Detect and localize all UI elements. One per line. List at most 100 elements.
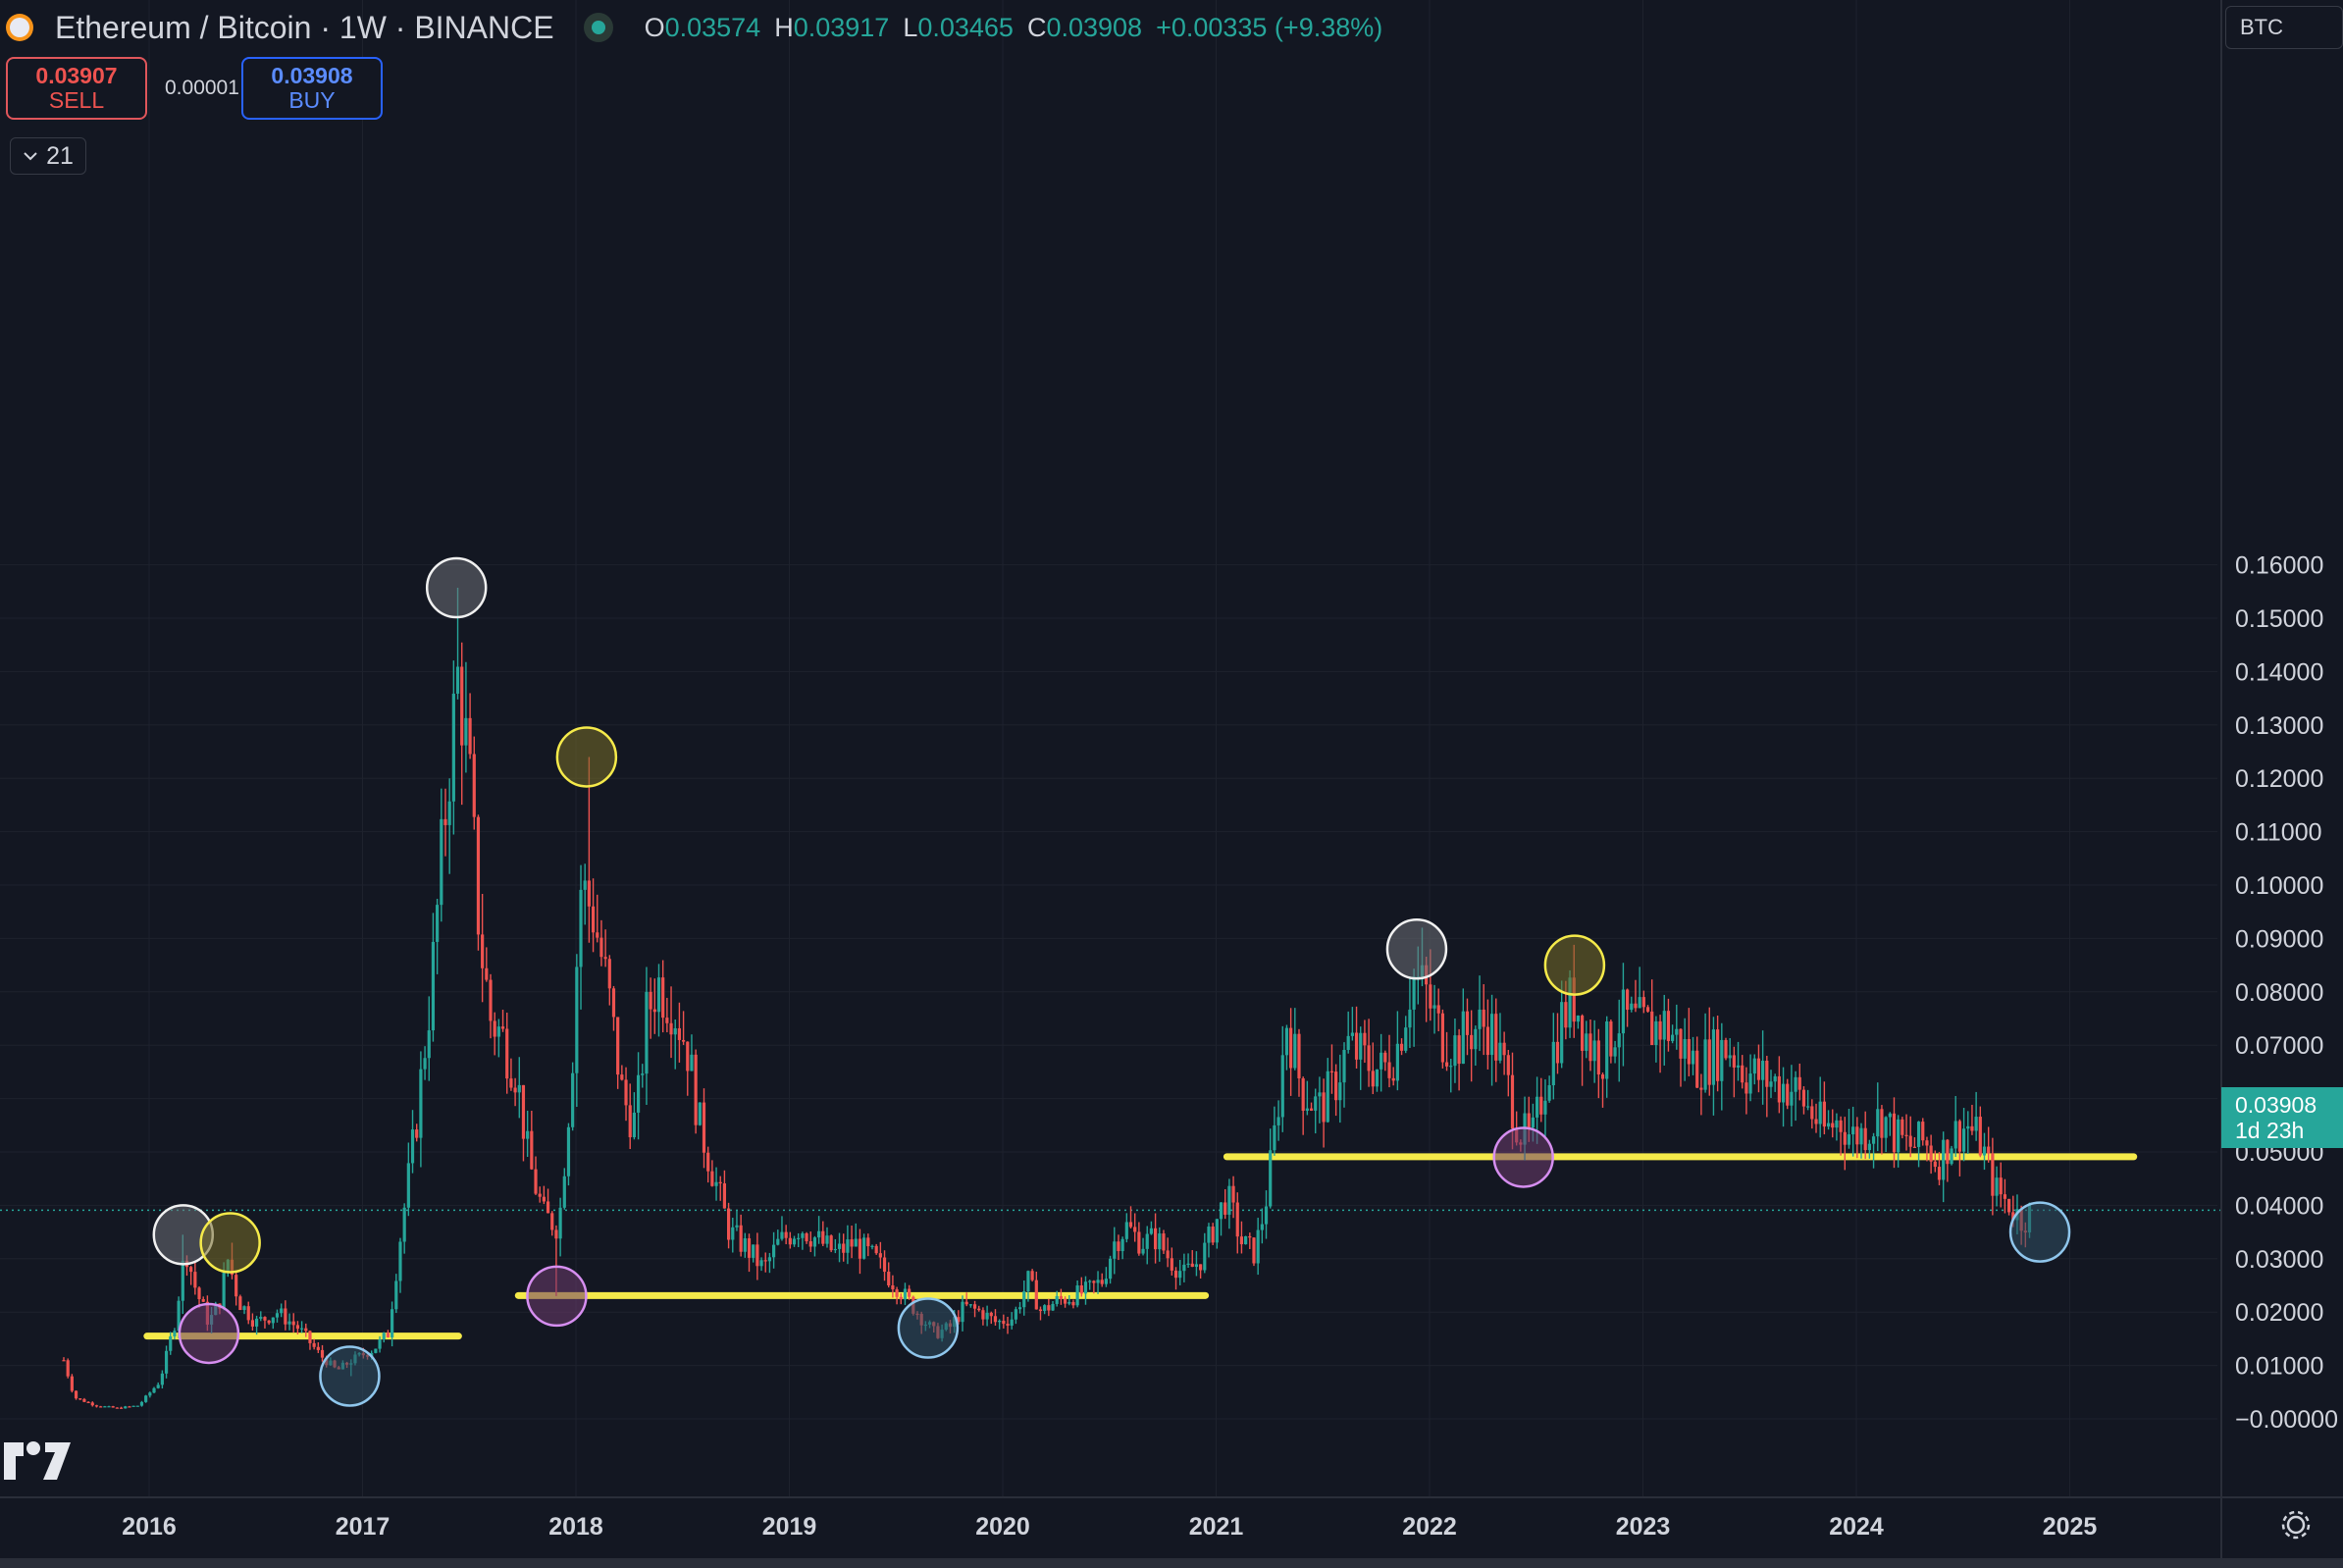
candle-body bbox=[111, 1406, 115, 1408]
buy-button[interactable]: 0.03908 BUY bbox=[241, 57, 383, 120]
candle-body bbox=[1871, 1136, 1876, 1144]
candle-body bbox=[90, 1402, 94, 1406]
candle-body bbox=[82, 1398, 86, 1402]
candle-body bbox=[1876, 1109, 1880, 1137]
candle-body bbox=[312, 1342, 316, 1347]
symbol-legend[interactable]: Ethereum / Bitcoin · 1W · BINANCE O0.035… bbox=[6, 8, 1382, 47]
candle-body bbox=[103, 1406, 107, 1408]
candle-body bbox=[1318, 1092, 1322, 1097]
candle-body bbox=[1153, 1228, 1158, 1250]
candle-body bbox=[554, 1229, 558, 1239]
candle-body bbox=[1010, 1319, 1014, 1326]
candle-body bbox=[1289, 1027, 1293, 1069]
candle-body bbox=[1071, 1301, 1075, 1306]
candle-body bbox=[972, 1304, 977, 1309]
candle-body bbox=[1186, 1263, 1190, 1265]
indicators-count: 21 bbox=[46, 141, 74, 170]
gear-icon[interactable] bbox=[2278, 1507, 2314, 1542]
candle-body bbox=[1933, 1161, 1937, 1168]
candle-body bbox=[603, 957, 607, 960]
candle-body bbox=[374, 1348, 378, 1353]
candle-body bbox=[66, 1360, 70, 1377]
candle-body bbox=[1301, 1077, 1305, 1111]
candle-body bbox=[1482, 1009, 1485, 1027]
ohlc-values: O0.03574 H0.03917 L0.03465 C0.03908 +0.0… bbox=[645, 13, 1383, 43]
candle-body bbox=[1284, 1027, 1289, 1056]
tradingview-logo-icon[interactable] bbox=[0, 1435, 78, 1493]
candle-body bbox=[148, 1392, 152, 1396]
candle-body bbox=[1957, 1121, 1962, 1152]
candles-layer bbox=[62, 587, 2032, 1409]
candle-body bbox=[476, 816, 481, 935]
candle-body bbox=[1108, 1258, 1113, 1280]
candle-body bbox=[1773, 1075, 1777, 1082]
candle-body bbox=[998, 1321, 1002, 1323]
candle-body bbox=[124, 1406, 128, 1409]
x-tick-label: 2022 bbox=[1402, 1513, 1457, 1541]
candle-body bbox=[2011, 1212, 2015, 1221]
candle-body bbox=[1843, 1131, 1847, 1145]
candle-body bbox=[1897, 1119, 1900, 1153]
candle-body bbox=[415, 1129, 419, 1138]
candle-body bbox=[1436, 1005, 1440, 1014]
candle-body bbox=[1264, 1206, 1269, 1225]
candle-body bbox=[759, 1260, 763, 1267]
candle-body bbox=[801, 1233, 805, 1238]
candle-body bbox=[677, 1027, 682, 1040]
candle-body bbox=[854, 1238, 858, 1247]
candle-body bbox=[1547, 1085, 1551, 1101]
candle-body bbox=[977, 1308, 981, 1311]
candle-body bbox=[743, 1238, 747, 1252]
candle-body bbox=[1596, 1040, 1600, 1075]
candle-body bbox=[526, 1130, 530, 1139]
candle-body bbox=[1178, 1271, 1182, 1279]
ohlc-close-label: C bbox=[1026, 12, 1047, 42]
candle-body bbox=[1630, 1003, 1634, 1011]
candle-body bbox=[812, 1237, 817, 1247]
symbol-title[interactable]: Ethereum / Bitcoin · 1W · BINANCE bbox=[55, 9, 554, 45]
candle-body bbox=[299, 1328, 304, 1330]
candle-body bbox=[1978, 1117, 1982, 1156]
candle-body bbox=[887, 1272, 891, 1286]
candle-body bbox=[1510, 1074, 1515, 1129]
candle-body bbox=[242, 1306, 246, 1311]
candle-body bbox=[1478, 1009, 1482, 1029]
candle-body bbox=[534, 1169, 538, 1194]
candle-body bbox=[1687, 1038, 1691, 1065]
currency-select[interactable]: BTC bbox=[2225, 6, 2343, 49]
candle-body bbox=[1346, 1035, 1350, 1050]
market-status-icon[interactable] bbox=[583, 13, 613, 42]
candle-body bbox=[1748, 1073, 1752, 1094]
candle-body bbox=[878, 1253, 882, 1258]
candle-body bbox=[673, 1027, 677, 1035]
candle-body bbox=[1494, 1014, 1498, 1061]
candle-body bbox=[656, 977, 661, 1013]
candle-body bbox=[747, 1238, 752, 1258]
candle-body bbox=[1141, 1248, 1145, 1254]
buy-label: BUY bbox=[288, 87, 336, 113]
candle-body bbox=[254, 1318, 259, 1327]
candle-body bbox=[1354, 1032, 1359, 1060]
candle-body bbox=[1839, 1120, 1843, 1132]
candle-body bbox=[1367, 1045, 1371, 1071]
candle-body bbox=[496, 1026, 500, 1037]
candle-body bbox=[115, 1407, 119, 1409]
candle-body bbox=[993, 1316, 998, 1323]
candle-body bbox=[1851, 1126, 1855, 1135]
candle-body bbox=[1162, 1233, 1166, 1251]
candle-body bbox=[755, 1244, 759, 1267]
candle-body bbox=[493, 1020, 496, 1037]
candle-body bbox=[1211, 1227, 1215, 1243]
candle-body bbox=[788, 1237, 792, 1245]
candle-body bbox=[271, 1317, 275, 1324]
candle-body bbox=[1539, 1096, 1543, 1115]
candle-body bbox=[1194, 1264, 1199, 1268]
indicators-toggle[interactable]: 21 bbox=[10, 137, 86, 175]
sell-button[interactable]: 0.03907 SELL bbox=[6, 57, 147, 120]
x-tick-label: 2023 bbox=[1616, 1513, 1671, 1541]
candle-body bbox=[739, 1225, 743, 1252]
candle-body bbox=[316, 1346, 320, 1350]
candle-body bbox=[1329, 1071, 1334, 1072]
